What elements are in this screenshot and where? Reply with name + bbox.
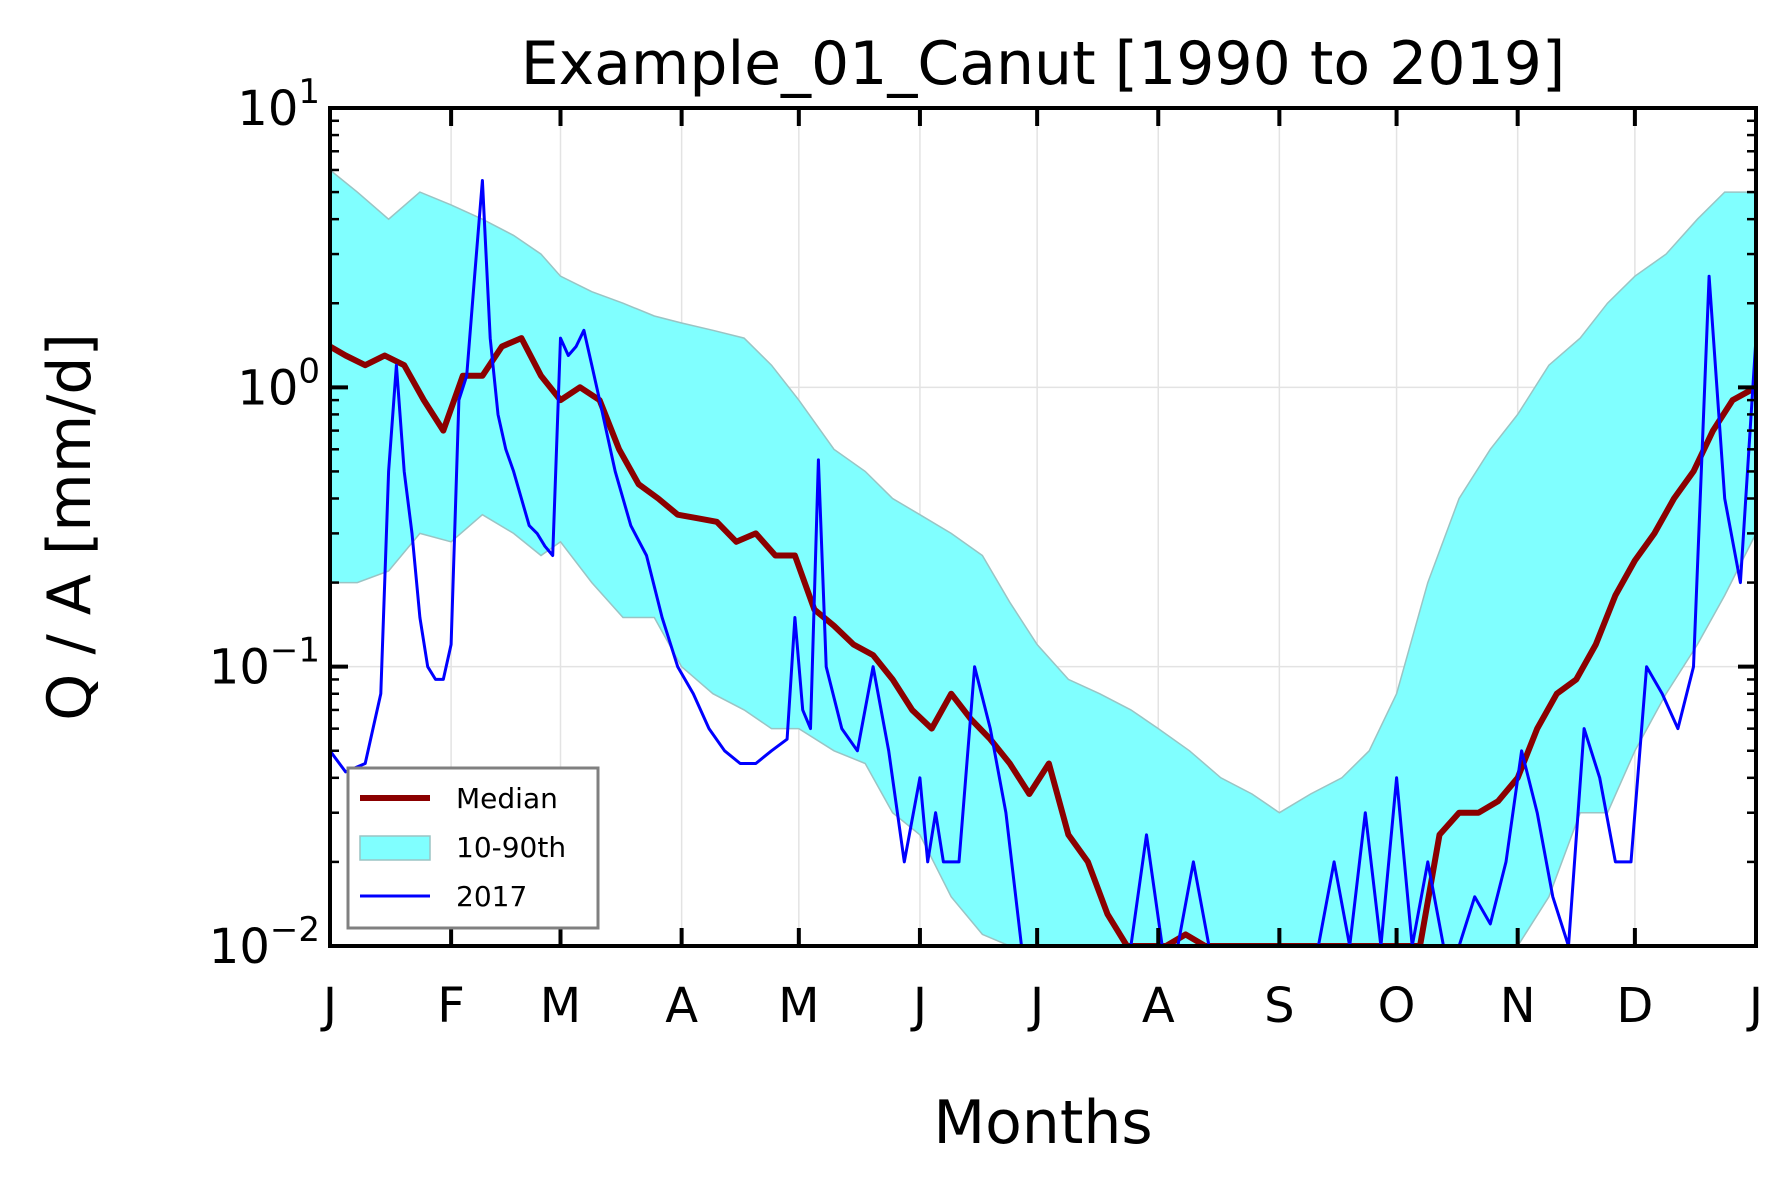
y-tick-label: 100	[237, 351, 320, 416]
y-axis-label: Q / A [mm/d]	[35, 333, 105, 721]
plot-frame	[328, 106, 1758, 948]
y-tick-label: 10−2	[209, 910, 320, 975]
series-line-2017	[330, 179, 1756, 946]
x-tick-label: J	[1746, 978, 1763, 1034]
x-tick-label: S	[1264, 978, 1294, 1034]
x-tick-label: F	[437, 978, 465, 1034]
chart-title: Example_01_Canut [1990 to 2019]	[521, 29, 1566, 99]
y-tick-labels: 10−2 10−1 100 101	[209, 72, 320, 975]
x-tick-label: J	[320, 978, 337, 1034]
series-band-10-90th	[330, 169, 1756, 946]
series-line-median	[330, 335, 1756, 946]
legend: Median 10-90th 2017	[346, 766, 600, 930]
x-tick-label: D	[1616, 978, 1653, 1034]
plot-area	[330, 169, 1756, 946]
x-tick-label: A	[1142, 978, 1175, 1034]
x-tick-label: J	[1027, 978, 1044, 1034]
legend-entry-label: 2017	[456, 880, 527, 913]
legend-entry-label: Median	[456, 782, 558, 815]
x-axis-label: Months	[933, 1088, 1152, 1158]
legend-swatch-band	[359, 835, 431, 861]
x-tick-label: O	[1378, 978, 1416, 1034]
x-tick-label: N	[1500, 978, 1536, 1034]
y-tick-label: 101	[237, 72, 320, 137]
x-tick-label: M	[540, 978, 581, 1034]
y-tick-label: 10−1	[209, 631, 320, 696]
x-tick-label: M	[778, 978, 819, 1034]
x-tick-label: A	[665, 978, 698, 1034]
legend-entry-label: 10-90th	[456, 831, 566, 864]
x-tick-label: J	[910, 978, 927, 1034]
